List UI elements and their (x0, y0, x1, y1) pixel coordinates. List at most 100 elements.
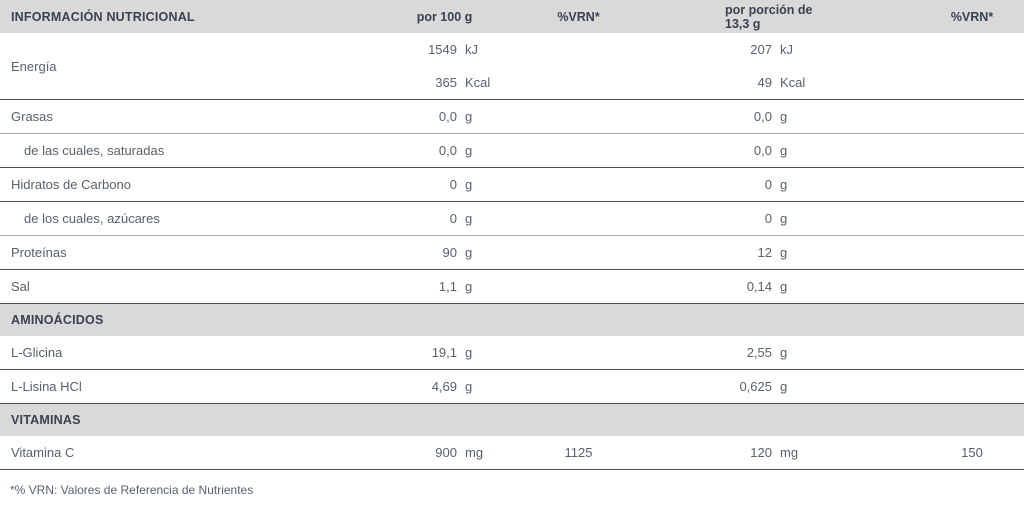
header-per-portion: por porción de 13,3 g (725, 2, 813, 31)
value-line: Kcal (780, 75, 806, 90)
header-vrn-per-portion: %VRN* (950, 9, 994, 24)
per-100g-value: 0,0 (365, 100, 457, 133)
value-line: 0 (449, 211, 457, 226)
table-row: de los cuales, azúcares 0 g 0 g (0, 202, 1024, 236)
per-portion-value: 0,625 (645, 370, 772, 403)
value-line: 0,0 (438, 143, 457, 158)
nutrition-table: INFORMACIÓN NUTRICIONAL por 100 g %VRN* … (0, 0, 1024, 497)
vrn-per-100g-value (512, 134, 645, 167)
header-per-100g: por 100 g (416, 9, 473, 24)
table-row: Hidratos de Carbono 0 g 0 g (0, 168, 1024, 202)
vrn-per-100g-value (512, 202, 645, 235)
table-row: L-Lisina HCl 4,69 g 0,625 g (0, 370, 1024, 403)
value-line: 2,55 (746, 345, 772, 360)
nutrient-label: Grasas (11, 109, 53, 124)
value-line: 0,625 (739, 379, 772, 394)
section-header-label: AMINOÁCIDOS (11, 313, 104, 327)
per-portion-unit: g (772, 202, 830, 235)
nutrient-label: L-Glicina (11, 345, 63, 360)
value-line: g (465, 379, 473, 394)
vrn-per-100g-value (512, 336, 645, 369)
per-100g-value: 1549 365 (365, 33, 457, 99)
vrn-per-portion-value (830, 100, 1024, 133)
per-portion-unit: g (772, 336, 830, 369)
vrn-per-portion-value (830, 134, 1024, 167)
per-portion-unit: g (772, 270, 830, 303)
value-line: 0,0 (438, 109, 457, 124)
per-portion-value: 0,0 (645, 134, 772, 167)
section-header: AMINOÁCIDOS (0, 303, 1024, 336)
value-line: 4,69 (431, 379, 457, 394)
value-line: 0,0 (753, 109, 772, 124)
table-row: L-Glicina 19,1 g 2,55 g (0, 336, 1024, 370)
per-100g-value: 0 (365, 168, 457, 201)
vrn-per-100g-value: 1125 (564, 445, 593, 460)
value-line: g (465, 177, 473, 192)
value-line: g (780, 345, 788, 360)
value-line: Kcal (465, 75, 491, 90)
value-line: mg (780, 445, 799, 460)
value-line: 0,14 (746, 279, 772, 294)
table-row: Grasas 0,0 g 0,0 g (0, 100, 1024, 134)
per-portion-unit: kJ Kcal (772, 33, 830, 99)
nutrient-label: L-Lisina HCl (11, 379, 82, 394)
value-line: 120 (750, 445, 772, 460)
vrn-per-portion-value: 150 (961, 445, 983, 460)
value-line: g (780, 143, 788, 158)
vrn-per-100g-value (512, 370, 645, 403)
value-line: 0 (764, 177, 772, 192)
value-line: mg (465, 445, 484, 460)
nutrient-label: Vitamina C (11, 445, 75, 460)
value-line: g (780, 245, 788, 260)
vrn-footnote: *% VRN: Valores de Referencia de Nutrien… (10, 483, 254, 497)
per-100g-value: 19,1 (365, 336, 457, 369)
value-line: g (465, 245, 473, 260)
vrn-per-100g-value (512, 33, 645, 99)
per-100g-unit: g (457, 168, 512, 201)
value-line: g (780, 109, 788, 124)
value-line: 12 (757, 245, 772, 260)
value-line: 90 (442, 245, 457, 260)
per-100g-unit: g (457, 100, 512, 133)
per-portion-unit: g (772, 134, 830, 167)
value-line: 19,1 (431, 345, 457, 360)
value-line: g (780, 279, 788, 294)
header-vrn-per-100g: %VRN* (557, 9, 600, 24)
vrn-per-100g-value (512, 100, 645, 133)
vrn-per-portion-value (830, 336, 1024, 369)
nutrient-label: Hidratos de Carbono (11, 177, 131, 192)
table-header-row: INFORMACIÓN NUTRICIONAL por 100 g %VRN* … (0, 0, 1024, 33)
per-portion-unit: mg (772, 436, 830, 469)
value-line: 900 (435, 445, 457, 460)
value-line: g (465, 143, 473, 158)
per-portion-unit: g (772, 236, 830, 269)
per-100g-value: 4,69 (365, 370, 457, 403)
per-portion-value: 0,0 (645, 100, 772, 133)
vrn-per-100g-value (512, 270, 645, 303)
vrn-per-portion-value (830, 236, 1024, 269)
vrn-per-portion-value (830, 202, 1024, 235)
value-line: 1,1 (438, 279, 457, 294)
vrn-per-100g-value (512, 236, 645, 269)
per-100g-value: 90 (365, 236, 457, 269)
per-portion-value: 120 (645, 436, 772, 469)
per-portion-unit: g (772, 168, 830, 201)
section-header: VITAMINAS (0, 403, 1024, 436)
table-row: de las cuales, saturadas 0,0 g 0,0 g (0, 134, 1024, 168)
value-line: 0,0 (753, 143, 772, 158)
value-line: 207 (750, 42, 772, 57)
vrn-per-100g-value (512, 168, 645, 201)
table-row: Vitamina C 900 mg 1125 120 mg 150 (0, 436, 1024, 470)
per-portion-value: 207 49 (645, 33, 772, 99)
per-100g-value: 900 (365, 436, 457, 469)
value-line: 0 (764, 211, 772, 226)
vrn-per-portion-value (830, 168, 1024, 201)
value-line: g (465, 345, 473, 360)
per-100g-unit: g (457, 236, 512, 269)
table-row: Energía 1549 365 kJ Kcal 207 49 kJ Kcal (0, 33, 1024, 100)
value-line: 49 (757, 75, 772, 90)
table-row: Sal 1,1 g 0,14 g (0, 270, 1024, 303)
per-100g-unit: g (457, 370, 512, 403)
per-100g-value: 1,1 (365, 270, 457, 303)
nutrient-label: de las cuales, saturadas (24, 143, 165, 158)
